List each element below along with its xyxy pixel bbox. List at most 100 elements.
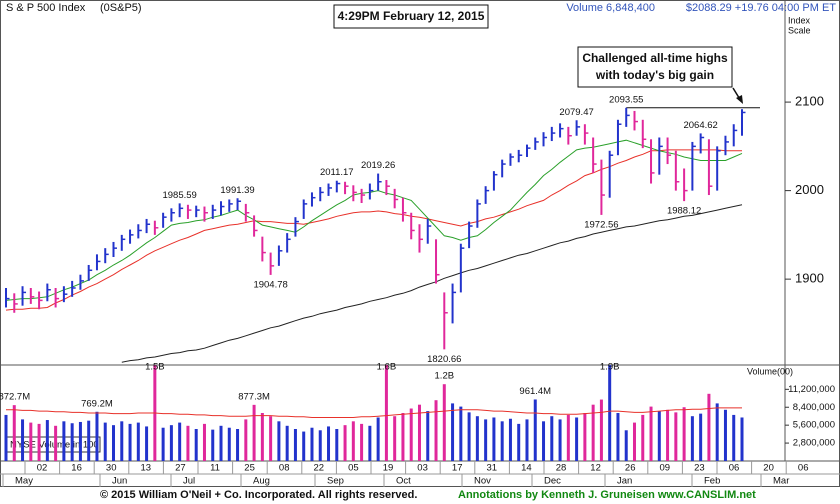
y-tick-label: 1900: [795, 271, 824, 286]
month-label: Aug: [253, 476, 270, 487]
volume-bar: [95, 411, 99, 461]
price-annotation: 2064.62: [683, 120, 717, 131]
volume-bar: [715, 403, 719, 461]
volume-label: 1.9B: [600, 362, 620, 373]
volume-bar: [583, 413, 587, 461]
volume-bar: [211, 429, 215, 461]
price-annotation: 1988.12: [667, 206, 701, 217]
moving-average: [5, 149, 742, 311]
axis-title: Index: [788, 15, 811, 25]
volume-label: 1.2B: [435, 371, 455, 382]
volume-bar: [12, 405, 16, 461]
y2-tick-label: 5,600,000: [793, 420, 835, 431]
volume-bar: [393, 416, 397, 461]
month-label: Nov: [474, 476, 491, 487]
volume-label: 877.3M: [238, 391, 270, 402]
volume-bar: [227, 427, 231, 461]
volume-bar: [674, 412, 678, 461]
callout: Challenged all-time highs: [582, 51, 728, 65]
volume-bar: [37, 423, 41, 461]
volume-bar: [500, 421, 504, 461]
volume-bar: [459, 406, 463, 461]
y2-tick-label: 8,400,000: [793, 402, 835, 413]
volume-bar: [112, 425, 116, 461]
x-tick-label: 12: [590, 463, 601, 474]
moving-average: [121, 204, 743, 363]
volume-text: Volume 6,848,400: [566, 2, 655, 14]
volume-bar: [467, 412, 471, 461]
volume-bar: [194, 429, 198, 461]
x-tick-label: 19: [383, 463, 394, 474]
symbol: (0S&P5): [100, 2, 142, 14]
month-label: Sep: [327, 476, 344, 487]
volume-bar: [360, 423, 364, 461]
volume-bar: [508, 418, 512, 461]
month-label: Oct: [396, 476, 411, 487]
volume-bar: [120, 421, 124, 461]
volume-bar: [732, 414, 736, 461]
volume-bar: [417, 404, 421, 461]
callout-box: [577, 46, 733, 88]
x-tick-label: 30: [106, 463, 117, 474]
volume-bar: [591, 404, 595, 461]
volume-label: 1.5B: [145, 362, 165, 373]
volume-bar: [666, 409, 670, 461]
volume-bar: [327, 426, 331, 461]
volume-plot: [4, 365, 744, 461]
month-label: Jul: [183, 476, 195, 487]
volume-bar: [145, 426, 149, 461]
volume-bar: [723, 409, 727, 461]
price-annotation: 2079.47: [559, 107, 593, 118]
volume-bar: [219, 425, 223, 461]
volume-label: 769.2M: [81, 398, 113, 409]
price-annotation: 1904.78: [253, 279, 287, 290]
volume-bar: [525, 419, 529, 461]
volume-bar: [608, 365, 612, 461]
x-tick-label: 17: [452, 463, 463, 474]
callout: with today's big gain: [595, 68, 714, 82]
volume-label: 872.7M: [0, 392, 30, 403]
volume-bar: [285, 425, 289, 461]
volume-bar: [136, 422, 140, 461]
y-tick-label: 2100: [795, 94, 824, 109]
volume-bar: [641, 414, 645, 461]
volume-bar: [260, 413, 264, 461]
volume-bar: [277, 421, 281, 461]
volume-bar: [310, 427, 314, 461]
month-label: Jun: [112, 476, 127, 487]
index-title: S & P 500 Index: [6, 2, 86, 14]
volume-bar: [707, 393, 711, 461]
month-label: Dec: [544, 476, 561, 487]
x-tick-label: 20: [763, 463, 774, 474]
volume-average: [6, 407, 742, 418]
volume-bar: [62, 421, 66, 461]
volume-bar: [269, 416, 273, 461]
volume-bar: [343, 425, 347, 461]
volume-bar: [484, 419, 488, 461]
x-tick-label: 05: [348, 463, 359, 474]
volume-bar: [318, 430, 322, 461]
x-tick-label: 16: [71, 463, 82, 474]
x-tick-label: 26: [625, 463, 636, 474]
volume-bar: [624, 430, 628, 461]
volume-bar: [54, 425, 58, 461]
volume-bar: [451, 403, 455, 461]
volume-bar: [202, 423, 206, 461]
x-tick-label: 25: [244, 463, 255, 474]
price-annotation: 1972.56: [584, 219, 618, 230]
x-tick-label: 23: [694, 463, 705, 474]
volume-bar: [740, 417, 744, 461]
volume-bar: [599, 399, 603, 461]
volume-bar: [682, 407, 686, 461]
x-tick-label: 28: [556, 463, 567, 474]
volume-bar: [517, 423, 521, 461]
arrow-head: [736, 95, 743, 104]
volume-bar: [434, 400, 438, 461]
volume-bar: [302, 431, 306, 461]
volume-bar: [103, 422, 107, 461]
volume-bar: [550, 416, 554, 461]
volume-bar: [475, 416, 479, 461]
volume-bar: [409, 408, 413, 461]
volume-label: Volume(00): [747, 366, 793, 376]
